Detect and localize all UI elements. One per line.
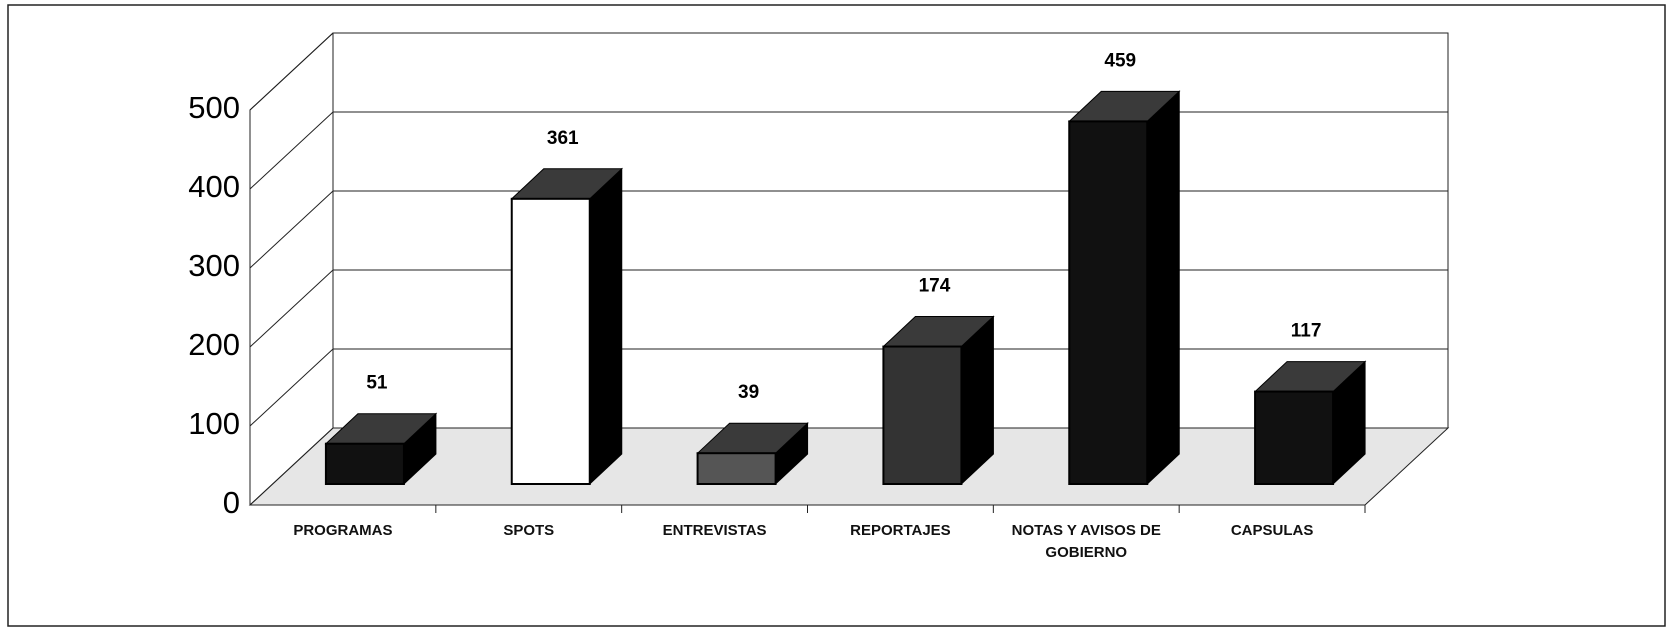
- bar-front: [510, 197, 591, 485]
- bar-front: [1254, 390, 1335, 486]
- x-tick-label: PROGRAMAS: [293, 522, 393, 539]
- bar-side: [589, 167, 623, 486]
- grid-line: [249, 111, 1448, 190]
- bar-front: [882, 345, 963, 486]
- value-label: 51: [366, 373, 388, 394]
- bar-front: [696, 452, 777, 486]
- y-tick-label: 0: [223, 485, 240, 520]
- bar-side: [1146, 90, 1180, 486]
- x-tick-label: REPORTAJES: [850, 522, 951, 539]
- bar: [696, 422, 809, 486]
- grid-line: [249, 269, 1448, 348]
- x-tick-label: NOTAS Y AVISOS DE GOBIERNO: [1011, 522, 1161, 561]
- value-label: 174: [919, 276, 951, 297]
- grid-line: [249, 190, 1448, 269]
- value-label: 361: [547, 128, 579, 149]
- x-tick-label: CAPSULAS: [1230, 522, 1314, 539]
- value-label: 459: [1104, 50, 1136, 71]
- bar: [882, 315, 995, 486]
- value-label: 117: [1291, 321, 1322, 342]
- y-tick-label: 200: [188, 327, 240, 362]
- bar: [510, 167, 624, 486]
- x-tick-label: ENTREVISTAS: [662, 522, 767, 539]
- y-tick-label: 400: [188, 169, 240, 204]
- bar: [1253, 360, 1367, 486]
- grid-line: [249, 32, 1448, 111]
- value-label: 39: [738, 382, 759, 403]
- x-tick-label: SPOTS: [503, 522, 555, 539]
- y-tick-label: 300: [188, 248, 240, 283]
- bar-front: [1068, 120, 1149, 485]
- y-tick-label: 500: [188, 90, 240, 125]
- bar: [1067, 90, 1181, 486]
- bar-front: [324, 442, 405, 485]
- y-tick-label: 100: [188, 406, 240, 441]
- bar: [324, 412, 438, 486]
- side-wall: [249, 32, 334, 505]
- chart-border: [7, 4, 1666, 627]
